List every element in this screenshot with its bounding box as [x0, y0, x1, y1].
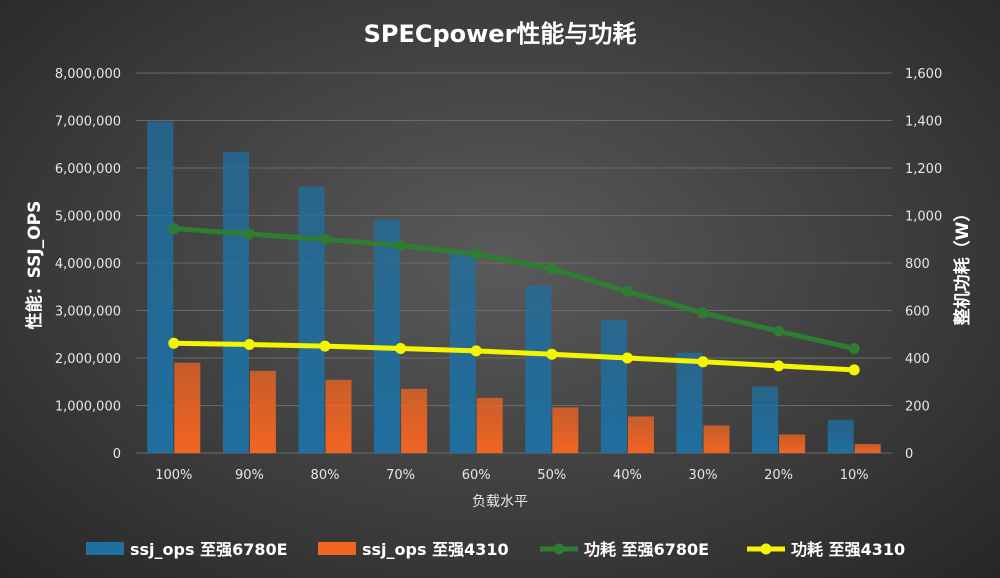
line-point: [395, 240, 407, 252]
y2-tick-label: 1,400: [905, 115, 942, 130]
x-tick-label: 90%: [235, 468, 264, 483]
legend-label: 功耗 至强6780E: [584, 540, 709, 559]
x-tick-label: 30%: [689, 468, 718, 483]
bar-series-b: [174, 362, 201, 453]
x-tick-label: 100%: [155, 468, 192, 483]
legend-swatch: [86, 542, 124, 555]
line-point: [470, 345, 482, 357]
y2-axis-label: 整机功耗（W）: [952, 205, 973, 326]
line-point: [243, 338, 255, 350]
x-axis-ticks: 100% 90% 80% 70% 60% 50% 40% 30% 20% 10%: [155, 468, 868, 483]
bar-series-b: [779, 434, 806, 453]
legend-label: 功耗 至强4310: [791, 540, 905, 559]
bar-series-a: [298, 186, 325, 453]
bar-series-b: [552, 407, 579, 453]
x-axis-label: 负载水平: [472, 494, 528, 510]
line-point: [319, 340, 331, 352]
x-tick-label: 70%: [386, 468, 415, 483]
y-tick-label: 2,000,000: [55, 352, 121, 367]
line-point: [168, 223, 180, 235]
line-point: [621, 352, 633, 364]
bar-series-b: [249, 370, 276, 453]
y-tick-label: 6,000,000: [55, 162, 121, 177]
bar-series-a: [752, 386, 779, 453]
y-axis-ticks: 0 1,000,000 2,000,000 3,000,000 4,000,000 5,0…: [55, 67, 121, 462]
legend-marker: [760, 543, 772, 555]
y-tick-label: 1,000,000: [55, 400, 121, 415]
bar-series-b: [401, 388, 428, 453]
bar-series-a: [676, 352, 703, 453]
y2-axis-ticks: 0 200 400 600 800 1,000 1,200 1,400 1,600: [905, 67, 942, 462]
y2-tick-label: 1,200: [905, 162, 942, 177]
line-point: [621, 286, 633, 297]
y-tick-label: 0: [113, 447, 121, 462]
bar-series-a: [827, 419, 854, 453]
line-series-b: [171, 340, 857, 373]
line-point: [697, 356, 709, 368]
bar-series-a: [600, 319, 627, 453]
legend-marker: [553, 543, 565, 555]
y2-tick-label: 200: [905, 400, 930, 415]
legend: ssj_ops 至强6780E ssj_ops 至强4310 功耗 至强6780E 功…: [86, 540, 905, 559]
y-tick-label: 5,000,000: [55, 210, 121, 225]
bar-series-b: [703, 425, 730, 453]
line-point: [395, 343, 407, 354]
line-point: [848, 364, 860, 376]
y2-tick-label: 1,600: [905, 67, 942, 82]
x-tick-label: 20%: [764, 468, 793, 483]
bar-series-a: [222, 151, 249, 453]
y-tick-label: 4,000,000: [55, 257, 121, 272]
legend-label: ssj_ops 至强4310: [362, 540, 509, 559]
line-point: [848, 343, 860, 354]
x-tick-label: 50%: [537, 468, 566, 483]
y-tick-label: 3,000,000: [55, 305, 121, 320]
y2-tick-label: 600: [905, 305, 930, 320]
line-point: [546, 348, 558, 360]
y2-tick-label: 0: [905, 447, 913, 462]
y-tick-label: 7,000,000: [55, 115, 121, 130]
y2-tick-label: 1,000: [905, 210, 942, 225]
bar-series-a: [147, 121, 174, 453]
x-tick-label: 40%: [613, 468, 642, 483]
legend-label: ssj_ops 至强6780E: [130, 540, 288, 559]
line-point: [697, 307, 709, 319]
y2-tick-label: 800: [905, 257, 930, 272]
lines: [168, 223, 860, 376]
line-series-a: [171, 226, 857, 351]
bars: [147, 121, 881, 453]
x-tick-label: 60%: [462, 468, 491, 483]
y2-tick-label: 400: [905, 352, 930, 367]
line-point: [319, 233, 331, 245]
line-point: [773, 360, 785, 372]
bar-series-b: [325, 379, 352, 453]
bar-series-a: [374, 219, 401, 453]
line-point: [470, 248, 482, 260]
bar-series-b: [627, 416, 654, 453]
line-point: [773, 325, 785, 337]
y-tick-label: 8,000,000: [55, 67, 121, 82]
line-point: [243, 228, 255, 240]
bar-series-a: [525, 285, 552, 453]
bar-series-b: [854, 443, 881, 453]
chart-title: SPECpower性能与功耗: [364, 20, 637, 48]
x-tick-label: 80%: [311, 468, 340, 483]
line-point: [546, 263, 558, 275]
x-tick-label: 10%: [840, 468, 869, 483]
line-point: [168, 337, 180, 349]
legend-swatch: [318, 542, 356, 555]
y-axis-label: 性能：SSJ_OPS: [24, 201, 45, 330]
bar-series-b: [476, 397, 503, 453]
